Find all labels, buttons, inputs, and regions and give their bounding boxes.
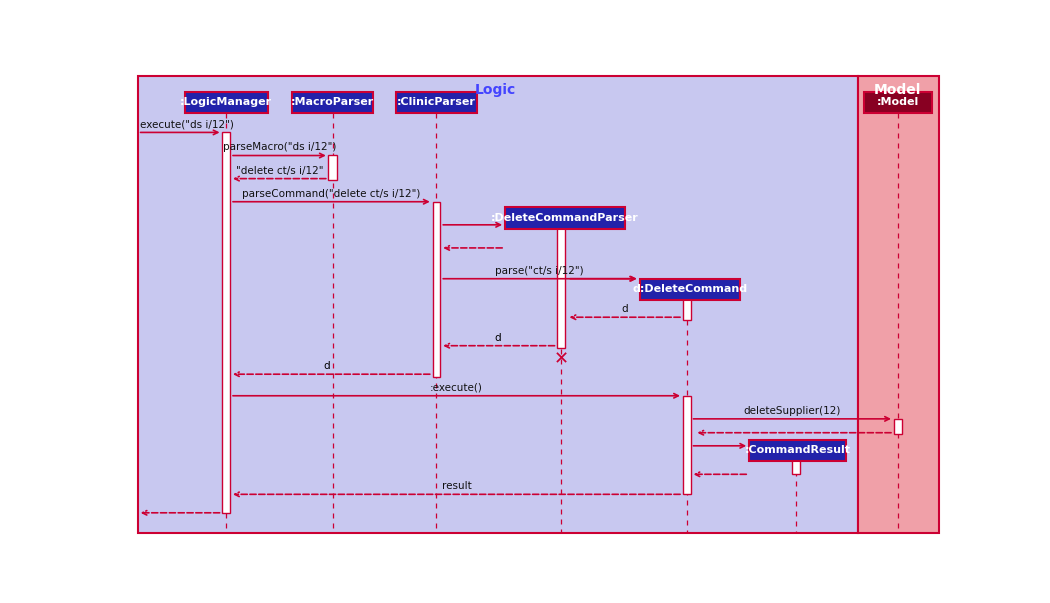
Bar [505, 207, 625, 229]
Bar [396, 92, 477, 113]
Text: d: d [622, 304, 628, 314]
Bar [864, 92, 931, 113]
Bar [138, 76, 858, 533]
Text: ✕: ✕ [553, 350, 569, 368]
Text: :execute(): :execute() [430, 383, 483, 393]
Bar [639, 279, 740, 300]
Text: "delete ct/s i/12": "delete ct/s i/12" [235, 166, 323, 175]
Bar [433, 202, 440, 376]
Text: Logic: Logic [476, 83, 517, 97]
Bar [558, 225, 565, 348]
Bar [185, 92, 268, 113]
Text: :Model: :Model [877, 98, 919, 107]
Bar [682, 396, 691, 494]
Text: d: d [494, 333, 501, 343]
Text: :MacroParser: :MacroParser [291, 98, 374, 107]
Text: deleteSupplier(12): deleteSupplier(12) [743, 406, 841, 416]
Text: execute("ds i/12"): execute("ds i/12") [140, 119, 234, 129]
Text: parseMacro("ds i/12"): parseMacro("ds i/12") [223, 142, 336, 153]
Text: result: result [442, 481, 471, 491]
Text: d:DeleteCommand: d:DeleteCommand [632, 285, 748, 294]
Text: d: d [323, 361, 330, 371]
Bar [328, 155, 337, 180]
Bar [292, 92, 373, 113]
Text: parse("ct/s i/12"): parse("ct/s i/12") [496, 266, 584, 276]
Bar [793, 446, 800, 475]
Bar [682, 279, 691, 320]
Text: Model: Model [874, 83, 922, 97]
Bar [858, 76, 939, 533]
Text: :LogicManager: :LogicManager [181, 98, 272, 107]
Bar [750, 440, 845, 461]
Text: :ClinicParser: :ClinicParser [397, 98, 476, 107]
Text: :CommandResult: :CommandResult [744, 446, 850, 455]
Bar [223, 133, 230, 513]
Text: :DeleteCommandParser: :DeleteCommandParser [491, 213, 639, 223]
Bar [894, 419, 902, 434]
Text: parseCommand("delete ct/s i/12"): parseCommand("delete ct/s i/12") [243, 189, 421, 198]
